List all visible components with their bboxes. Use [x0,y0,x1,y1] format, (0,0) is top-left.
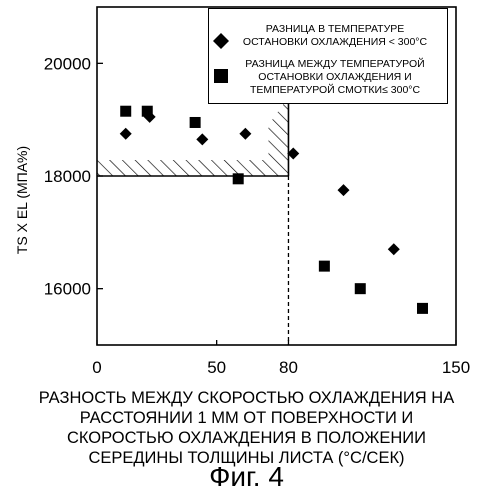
diamond-point [196,133,208,145]
legend-label-diamond: РАЗНИЦА В ТЕМПЕРАТУРЕ ОСТАНОВКИ ОХЛАЖДЕН… [235,23,435,49]
square-point [233,173,244,184]
x-tick-label: 150 [442,358,470,377]
legend: РАЗНИЦА В ТЕМПЕРАТУРЕ ОСТАНОВКИ ОХЛАЖДЕН… [208,8,448,104]
y-tick-label: 20000 [44,54,91,73]
diamond-point [338,184,350,196]
x-tick-label: 50 [207,358,226,377]
square-point [319,261,330,272]
square-point [142,106,153,117]
x-tick-label: 80 [279,358,298,377]
diamond-point [388,243,400,255]
x-axis-label: РАЗНОСТЬ МЕЖДУ СКОРОСТЬЮ ОХЛАЖДЕНИЯ НА Р… [0,388,493,468]
x-axis-label-line: РАССТОЯНИИ 1 ММ ОТ ПОВЕРХНОСТИ И [0,408,493,428]
square-point [190,117,201,128]
square-point [355,283,366,294]
diamond-point [120,128,132,140]
y-tick-label: 18000 [44,167,91,186]
x-axis-label-line: РАЗНОСТЬ МЕЖДУ СКОРОСТЬЮ ОХЛАЖДЕНИЯ НА [0,388,493,408]
legend-item-square: РАЗНИЦА МЕЖДУ ТЕМПЕРАТУРОЙ ОСТАНОВКИ ОХЛ… [213,58,435,97]
square-marker-icon [213,68,229,84]
legend-item-diamond: РАЗНИЦА В ТЕМПЕРАТУРЕ ОСТАНОВКИ ОХЛАЖДЕН… [213,23,435,49]
y-axis-label: TS X EL (МПА%) [14,146,30,254]
x-tick-label: 0 [92,358,101,377]
square-point [417,303,428,314]
legend-label-square: РАЗНИЦА МЕЖДУ ТЕМПЕРАТУРОЙ ОСТАНОВКИ ОХЛ… [235,58,435,97]
x-axis-label-line: СКОРОСТЬЮ ОХЛАЖДЕНИЯ В ПОЛОЖЕНИИ [0,428,493,448]
y-tick-label: 16000 [44,280,91,299]
figure-caption: Фиг. 4 [0,460,493,494]
diamond-marker-icon [213,33,229,49]
square-point [120,106,131,117]
diamond-point [239,128,251,140]
